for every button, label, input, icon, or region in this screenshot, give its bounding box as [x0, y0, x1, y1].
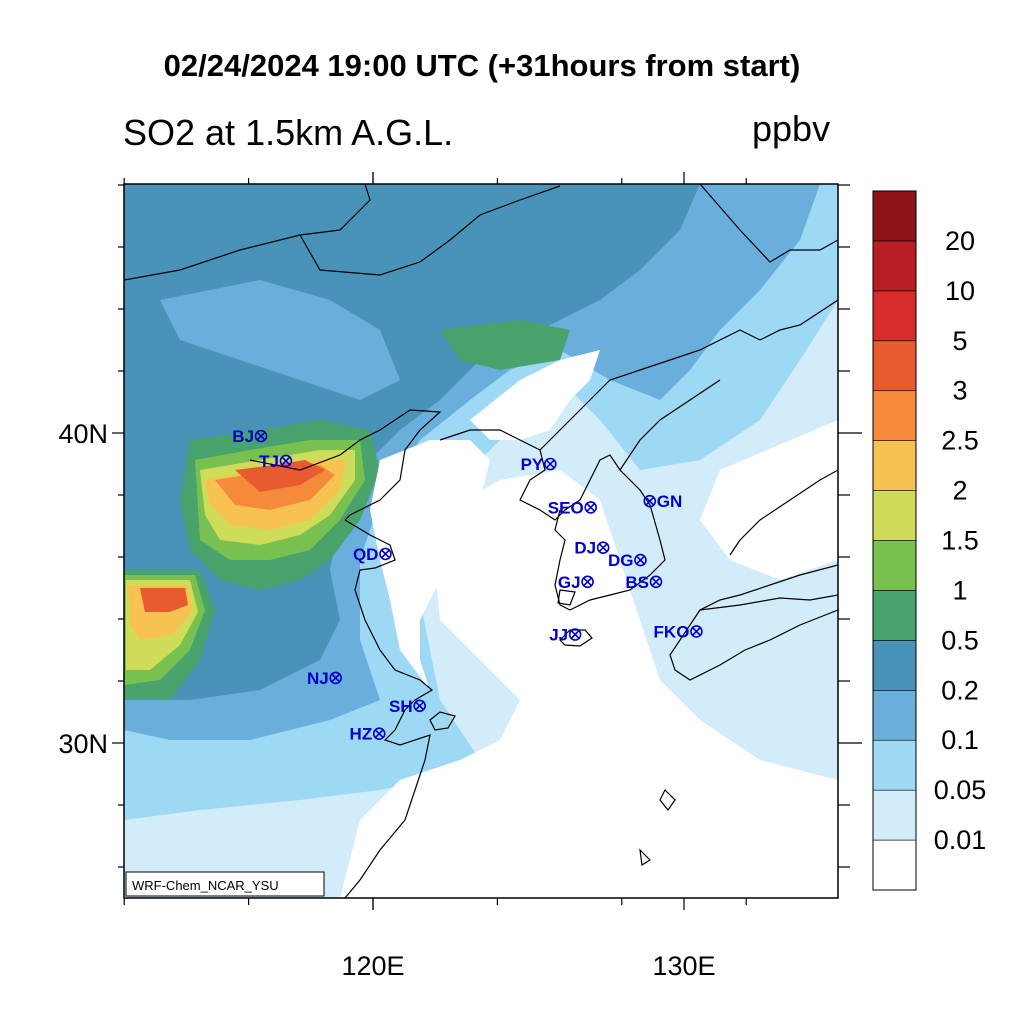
units-label: ppbv [752, 108, 831, 149]
colorbar-label: 0.5 [941, 625, 979, 655]
colorbar-swatch [872, 590, 917, 641]
colorbar-swatch [872, 190, 917, 242]
station-marker-icon [581, 575, 594, 589]
station-marker-icon [643, 494, 657, 508]
station-label: FKO [654, 622, 690, 641]
colorbar: 0.01 0.05 0.1 0.2 0.5 1 1.5 2 2.5 3 5 10 20 [872, 190, 987, 891]
colorbar-label: 20 [945, 226, 975, 256]
axis-ticks [112, 172, 862, 910]
colorbar-swatch [872, 240, 917, 292]
station-marker-icon [372, 727, 386, 741]
colorbar-swatch [872, 739, 917, 791]
colorbar-swatch [872, 640, 917, 691]
station-marker-icon [543, 457, 557, 471]
station-label: HZ [350, 725, 373, 744]
lat-label: 40N [58, 419, 108, 449]
station-marker-icon [413, 699, 426, 713]
station-label: JJ [549, 626, 568, 645]
colorbar-swatch [872, 689, 917, 741]
station-label: PY [521, 455, 544, 474]
station-seo: SEO [548, 498, 598, 517]
station-label: GN [657, 492, 683, 511]
so2-field [124, 184, 838, 898]
station-hz: HZ [350, 725, 386, 744]
variable-subtitle: SO2 at 1.5km A.G.L. [123, 112, 454, 153]
station-marker-icon [634, 553, 647, 567]
station-marker-icon [279, 454, 293, 468]
station-label: BJ [232, 427, 254, 446]
model-credit: WRF-Chem_NCAR_YSU [125, 871, 325, 897]
lon-label: 120E [341, 951, 404, 981]
coastlines [124, 184, 838, 898]
station-gj: GJ [558, 573, 594, 592]
colorbar-label: 5 [952, 326, 967, 356]
station-gn: GN [643, 492, 683, 511]
station-marker-icon [379, 547, 392, 561]
station-nj: NJ [307, 669, 342, 688]
station-qd: QD [353, 545, 392, 564]
station-tj: TJ [259, 452, 293, 471]
station-sh: SH [389, 697, 426, 716]
colorbar-label: 0.2 [941, 675, 979, 705]
colorbar-label: 2.5 [941, 426, 979, 456]
station-label: QD [353, 545, 379, 564]
plot-area [124, 184, 838, 898]
station-marker-icon [690, 625, 703, 638]
station-bj: BJ [232, 427, 268, 446]
station-label: NJ [307, 669, 329, 688]
station-label: GJ [558, 573, 581, 592]
colorbar-label: 0.1 [941, 725, 979, 755]
colorbar-label: 10 [945, 276, 975, 306]
station-marker-icon [649, 575, 663, 589]
colorbar-swatch [872, 340, 917, 392]
colorbar-swatch [872, 290, 917, 342]
station-dj: DJ [574, 539, 610, 558]
station-markers: BJ TJ QD NJ SH HZ PY SEO GN DJ DG GJ BS JJ FKO [232, 427, 703, 744]
colorbar-swatch [872, 390, 917, 441]
station-marker-icon [596, 541, 610, 555]
station-label: DJ [574, 539, 596, 558]
colorbar-swatch [872, 839, 917, 891]
station-label: TJ [259, 452, 279, 471]
station-marker-icon [254, 429, 268, 443]
station-marker-icon [568, 628, 582, 641]
station-label: SH [389, 697, 413, 716]
colorbar-swatch [872, 540, 917, 591]
colorbar-label: 3 [952, 376, 967, 406]
colorbar-label: 0.05 [934, 775, 987, 805]
lat-label: 30N [58, 729, 108, 759]
station-bs: BS [625, 573, 663, 592]
colorbar-label: 1 [952, 575, 967, 605]
colorbar-swatch [872, 440, 917, 491]
station-marker-icon [584, 501, 598, 514]
station-marker-icon [329, 671, 342, 685]
station-jj: JJ [549, 626, 582, 645]
colorbar-swatch [872, 789, 917, 841]
station-label: DG [608, 551, 634, 570]
model-credit-text: WRF-Chem_NCAR_YSU [132, 878, 279, 893]
station-dg: DG [608, 551, 647, 570]
colorbar-label: 1.5 [941, 526, 979, 556]
colorbar-label: 2 [952, 476, 967, 506]
colorbar-frame [872, 190, 917, 891]
colorbar-label: 0.01 [934, 825, 987, 855]
station-label: BS [625, 573, 649, 592]
axis-labels: 40N 30N 120E 130E [58, 419, 715, 981]
plot-frame [123, 183, 839, 899]
station-py: PY [521, 455, 557, 474]
colorbar-swatch [872, 490, 917, 541]
lon-label: 130E [652, 951, 715, 981]
map-title: 02/24/2024 19:00 UTC (+31hours from star… [163, 48, 801, 83]
station-fko: FKO [654, 622, 703, 641]
station-label: SEO [548, 498, 584, 517]
